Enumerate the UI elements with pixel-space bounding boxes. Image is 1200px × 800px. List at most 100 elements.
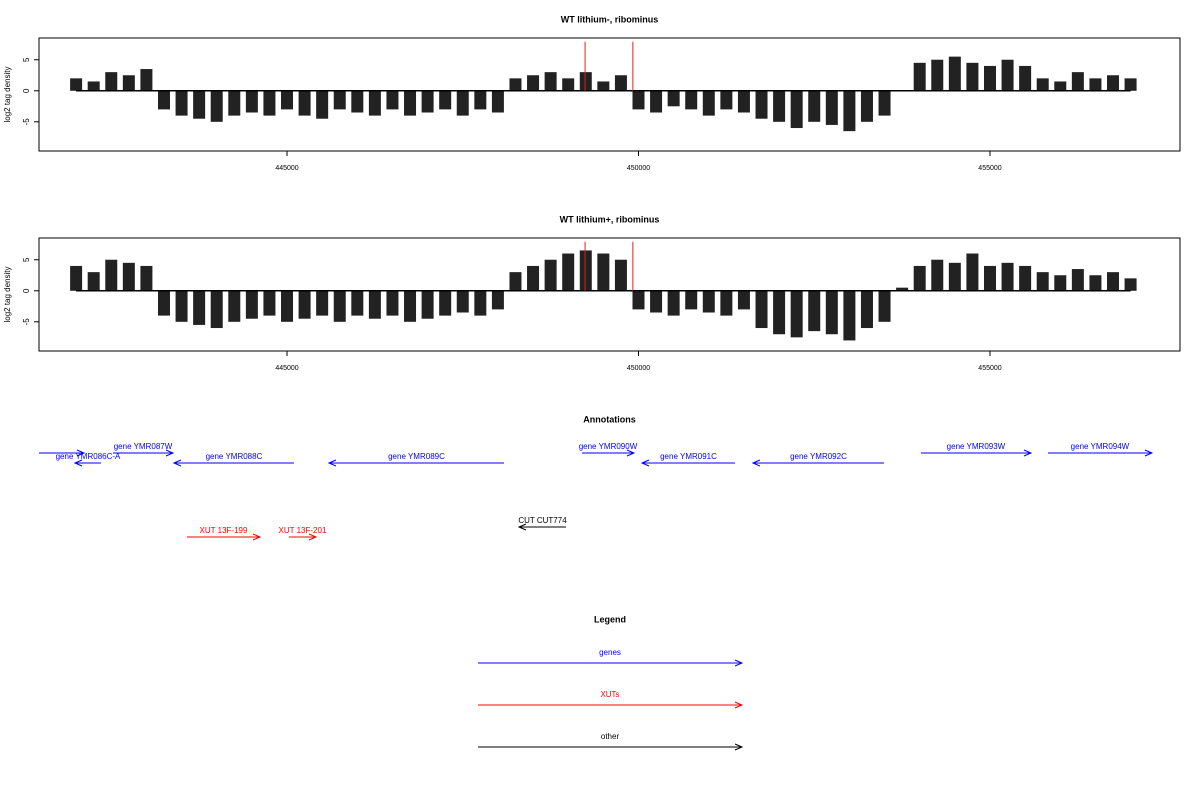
panel-frame <box>38 37 1181 152</box>
density-bar <box>281 290 294 322</box>
x-tick-label: 450000 <box>627 365 650 372</box>
x-tick-label: 455000 <box>978 365 1001 372</box>
density-bar <box>931 59 944 91</box>
density-bar <box>87 272 100 291</box>
density-bar <box>632 90 645 110</box>
density-bar <box>1001 262 1014 291</box>
density-bar <box>1089 275 1102 291</box>
density-bar <box>843 290 856 341</box>
panel-frame <box>38 237 1181 352</box>
density-bar <box>105 72 118 91</box>
density-bar <box>1036 78 1049 91</box>
density-bar <box>333 290 346 322</box>
density-bar <box>1001 59 1014 91</box>
density-bar <box>562 253 575 291</box>
density-bar <box>210 90 223 122</box>
density-bar <box>825 90 838 125</box>
density-bar <box>1107 272 1120 291</box>
feature-label: gene YMR093W <box>947 442 1006 451</box>
density-bar <box>175 90 188 116</box>
density-bar <box>790 90 803 129</box>
density-bar <box>509 78 522 91</box>
density-bar <box>983 65 996 91</box>
density-bar <box>1054 81 1067 91</box>
y-tick-label: 5 <box>22 57 31 62</box>
density-bar <box>439 90 452 110</box>
density-bar <box>421 90 434 113</box>
y-tick-label: 5 <box>22 257 31 262</box>
density-bar <box>140 265 153 291</box>
density-bar <box>948 262 961 291</box>
density-bar <box>544 259 557 291</box>
feature-arrow-head <box>252 533 262 541</box>
density-bar <box>755 290 768 329</box>
density-bar <box>650 290 663 313</box>
density-bar <box>773 290 786 335</box>
legend-label: XUTs <box>600 690 619 699</box>
feature-label: gene YMR087W <box>114 442 173 451</box>
density-bar <box>140 69 153 91</box>
feature-arrow-head <box>1023 449 1033 457</box>
density-bar <box>245 290 258 319</box>
density-bar <box>491 90 504 113</box>
density-bar <box>1124 278 1137 291</box>
density-bar <box>122 75 135 91</box>
legend-arrow-head <box>734 701 744 709</box>
density-bar <box>913 265 926 291</box>
density-bar <box>509 272 522 291</box>
density-bar <box>245 90 258 113</box>
feature-arrow-head <box>165 449 175 457</box>
density-bar <box>351 290 364 316</box>
y-tick-label: -5 <box>22 118 31 126</box>
density-bar <box>860 90 873 122</box>
density-bar <box>474 290 487 316</box>
density-bar <box>70 78 83 91</box>
feature-label: gene YMR088C <box>206 452 263 461</box>
density-bar <box>281 90 294 110</box>
density-bar <box>333 90 346 110</box>
feature-label: CUT CUT774 <box>518 516 567 525</box>
density-bar <box>368 90 381 116</box>
density-bar <box>316 90 329 119</box>
density-bar <box>527 265 540 291</box>
density-bar <box>157 90 170 110</box>
density-bar <box>1124 78 1137 91</box>
feature-arrow-head <box>517 523 527 531</box>
density-bar <box>70 265 83 291</box>
legend-arrow-head <box>734 743 744 751</box>
feature-label: XUT 13F-199 <box>200 526 248 535</box>
density-bar <box>650 90 663 113</box>
density-bar <box>1036 272 1049 291</box>
density-bar <box>720 290 733 316</box>
density-bar <box>1019 65 1032 91</box>
legend-title: Legend <box>594 614 626 624</box>
feature-arrow-head <box>172 459 182 467</box>
density-bar <box>896 287 909 291</box>
feature-label: gene YMR092C <box>790 452 847 461</box>
density-bar <box>386 290 399 316</box>
density-bar <box>386 90 399 110</box>
y-axis-label: log2 tag density <box>3 266 12 322</box>
density-bar <box>456 290 469 313</box>
x-tick-label: 455000 <box>978 165 1001 172</box>
density-bar <box>404 90 417 116</box>
density-bar <box>755 90 768 119</box>
feature-label: gene YMR089C <box>388 452 445 461</box>
density-bar <box>808 290 821 332</box>
density-bar <box>474 90 487 110</box>
density-bar <box>456 90 469 116</box>
density-bar <box>737 290 750 310</box>
density-bar <box>878 290 891 322</box>
legend-label: other <box>601 732 620 741</box>
legend-arrow-head <box>734 659 744 667</box>
density-bar <box>808 90 821 122</box>
density-bar <box>105 259 118 291</box>
density-bar <box>878 90 891 116</box>
density-bar <box>263 290 276 316</box>
x-tick-label: 450000 <box>627 165 650 172</box>
y-tick-label: 0 <box>22 288 31 293</box>
density-bar <box>157 290 170 316</box>
y-tick-label: 0 <box>22 88 31 93</box>
density-bar <box>193 90 206 119</box>
